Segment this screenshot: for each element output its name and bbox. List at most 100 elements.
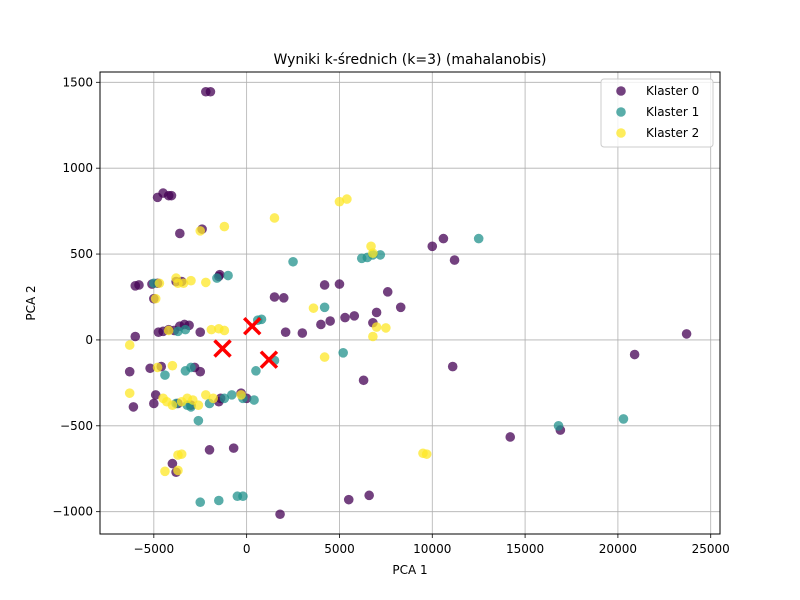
data-point: [176, 449, 187, 459]
data-point: [173, 465, 183, 476]
data-point: [381, 323, 391, 333]
data-point: [308, 303, 319, 313]
legend-marker: [616, 128, 626, 138]
data-point: [145, 363, 155, 374]
series-klaster-2: [124, 194, 432, 477]
legend-label: Klaster 2: [646, 126, 699, 140]
data-point: [368, 248, 378, 258]
data-point: [206, 324, 217, 335]
x-tick-label: −5000: [134, 542, 175, 556]
data-point: [163, 325, 174, 336]
x-axis-label: PCA 1: [392, 563, 427, 577]
y-tick-label: −1000: [52, 505, 93, 519]
data-point: [193, 415, 204, 426]
data-point: [205, 86, 216, 97]
data-point: [238, 491, 248, 502]
legend-marker: [616, 107, 626, 117]
data-point: [338, 348, 348, 358]
data-point: [316, 319, 326, 330]
data-point: [368, 331, 378, 342]
x-axis-ticks: −5000 0 5000 10000 15000 20000 25000: [134, 534, 730, 556]
grid-lines: [100, 72, 720, 534]
legend-label: Klaster 0: [646, 84, 699, 98]
data-point: [219, 393, 230, 404]
data-point: [325, 316, 335, 326]
data-point: [319, 302, 330, 313]
plot-frame: [99, 71, 721, 535]
data-point: [124, 388, 135, 398]
data-point: [180, 324, 191, 335]
data-point: [160, 370, 170, 380]
data-point: [278, 293, 289, 303]
centroid-marker: [259, 350, 279, 369]
x-tick-label: 10000: [413, 542, 451, 556]
data-point: [364, 490, 374, 501]
x-tick-label: 5000: [324, 542, 355, 556]
centroid-marker: [242, 316, 262, 336]
data-point: [319, 352, 330, 362]
data-point: [251, 366, 261, 376]
data-point: [343, 494, 354, 505]
y-axis-label: PCA 2: [24, 285, 38, 320]
data-point: [195, 366, 206, 377]
data-point: [319, 280, 330, 290]
data-point: [195, 226, 206, 236]
data-point: [160, 466, 170, 477]
data-point: [167, 400, 178, 410]
data-point: [629, 349, 640, 360]
data-point: [150, 390, 161, 400]
chart-title: Wyniki k-średnich (k=3) (mahalanobis): [274, 52, 547, 68]
data-point: [334, 279, 345, 289]
data-point: [427, 241, 438, 252]
data-point: [186, 275, 196, 286]
data-point: [371, 322, 382, 332]
data-point: [195, 327, 206, 337]
legend-marker: [616, 86, 626, 96]
data-point: [449, 255, 460, 265]
data-point: [152, 362, 163, 373]
centroid-stroke: [242, 316, 262, 336]
data-point: [334, 196, 345, 207]
data-point: [134, 280, 144, 290]
data-point: [178, 278, 189, 289]
y-tick-label: 500: [70, 247, 93, 261]
data-point: [280, 327, 291, 337]
legend-item-0: Klaster 0: [616, 84, 699, 98]
data-point: [201, 390, 211, 400]
centroid-markers: [213, 316, 279, 369]
data-point: [124, 366, 135, 377]
centroid-stroke: [213, 339, 232, 358]
data-point: [193, 400, 204, 410]
data-point: [681, 329, 692, 339]
data-point: [173, 326, 183, 337]
data-point: [154, 278, 165, 289]
legend-box: [600, 78, 714, 148]
data-point: [186, 362, 196, 373]
data-point: [204, 445, 215, 455]
data-point: [219, 221, 230, 232]
legend-item-2: Klaster 2: [616, 126, 699, 140]
data-point: [349, 311, 360, 321]
data-point: [382, 287, 393, 297]
data-point: [375, 250, 386, 260]
data-point: [505, 432, 516, 442]
x-tick-label: 20000: [599, 542, 637, 556]
data-point: [130, 331, 141, 342]
data-point: [447, 361, 458, 372]
x-tick-label: 15000: [506, 542, 544, 556]
data-point: [214, 495, 224, 506]
centroid-stroke: [259, 350, 279, 369]
data-point: [128, 402, 139, 412]
legend: Klaster 0 Klaster 1 Klaster 2: [600, 78, 714, 148]
data-point: [618, 414, 629, 424]
y-tick-label: 1500: [62, 75, 93, 89]
legend-label: Klaster 1: [646, 105, 699, 119]
data-point: [124, 340, 135, 350]
data-point: [269, 292, 280, 302]
y-tick-label: 1000: [62, 161, 93, 175]
data-point: [195, 497, 206, 508]
data-point: [340, 312, 350, 323]
data-point: [208, 393, 219, 404]
data-point: [288, 256, 298, 267]
